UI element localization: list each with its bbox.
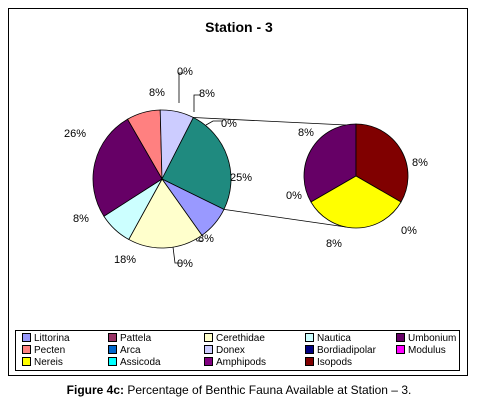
secondary-pie-label: 8% — [326, 238, 342, 250]
main-pie-label: 0% — [177, 258, 193, 270]
legend-label: Nautica — [317, 333, 351, 344]
pie-chart-canvas: 8% 0% 8% 0% 25% 8% 0% 18% 8% 26% 8% 8% 0% 8% 0% — [64, 66, 428, 270]
legend-item-umbonium: Umbonium — [396, 332, 457, 345]
legend-item-pecten: Pecten — [22, 344, 66, 357]
main-pie-leader-line — [172, 246, 182, 264]
legend-label: Pecten — [34, 345, 66, 356]
main-pie-label: 18% — [114, 254, 136, 266]
main-pie-label: 26% — [64, 128, 86, 140]
legend-item-nereis: Nereis — [22, 356, 63, 369]
legend-item-arca: Arca — [108, 344, 141, 357]
legend-item-donex: Donex — [204, 344, 245, 357]
legend-label: Donex — [216, 345, 245, 356]
secondary-pie-label: 8% — [298, 127, 314, 139]
secondary-pie-label: 0% — [286, 190, 302, 202]
legend-label: Arca — [120, 345, 141, 356]
main-pie-slice-umbonium — [92, 118, 163, 217]
legend-label: Umbonium — [408, 333, 457, 344]
main-pie-label: 0% — [221, 118, 237, 130]
legend-item-isopods: Isopods — [305, 356, 353, 369]
legend-item-amphipods: Amphipods — [204, 356, 267, 369]
main-pie-slice-other — [161, 117, 232, 210]
legend-item-assicoda: Assicoda — [108, 356, 161, 369]
legend-item-cerethidae: Cerethidae — [204, 332, 265, 345]
legend-swatch — [396, 344, 405, 354]
legend-swatch — [204, 356, 213, 366]
main-pie-label: 8% — [198, 233, 214, 245]
legend-label: Modulus — [408, 345, 446, 356]
legend-swatch — [204, 332, 213, 342]
legend-swatch — [22, 356, 31, 366]
legend-swatch — [108, 332, 117, 342]
legend-swatch — [305, 344, 314, 354]
legend-swatch — [305, 332, 314, 342]
secondary-pie-slice-littorina — [310, 175, 402, 229]
legend-label: Nereis — [34, 357, 63, 368]
main-pie-label: 8% — [149, 87, 165, 99]
connector-line-top — [193, 117, 347, 126]
secondary-pie-label: 8% — [412, 157, 428, 169]
legend-label: Littorina — [34, 333, 70, 344]
secondary-pie-slice-isopods — [355, 123, 409, 203]
caption-text: Percentage of Benthic Fauna Available at… — [124, 383, 412, 397]
chart-frame: Station - 3 8% 0% 8% 0% 25% 8% 0% 18% 8% 26% 8% 8% 0… — [8, 8, 468, 376]
legend: Littorina Pattela Cerethidae Nautica Umboniu… — [15, 330, 460, 371]
legend-swatch — [305, 356, 314, 366]
legend-swatch — [108, 356, 117, 366]
legend-item-modulus: Modulus — [396, 344, 446, 357]
main-pie-leader-line — [178, 72, 185, 103]
legend-label: Amphipods — [216, 357, 267, 368]
legend-label: Cerethidae — [216, 333, 265, 344]
main-pie-leader-line — [205, 120, 223, 126]
legend-swatch — [204, 344, 213, 354]
legend-item-bordiadipolar: Bordiadipolar — [305, 344, 376, 357]
legend-swatch — [22, 332, 31, 342]
legend-item-littorina: Littorina — [22, 332, 70, 345]
legend-label: Isopods — [317, 357, 353, 368]
legend-item-nautica: Nautica — [305, 332, 351, 345]
main-pie-slice-cerethidae — [128, 178, 203, 249]
figure-caption: Figure 4c: Percentage of Benthic Fauna A… — [0, 383, 478, 397]
legend-label: Pattela — [120, 333, 152, 344]
legend-label: Assicoda — [120, 357, 161, 368]
main-pie-label: 8% — [73, 213, 89, 225]
chart-title: Station - 3 — [205, 19, 273, 35]
legend-swatch — [396, 332, 405, 342]
secondary-pie-label: 0% — [401, 225, 417, 237]
legend-label: Bordiadipolar — [317, 345, 376, 356]
main-pie-label: 8% — [199, 88, 215, 100]
legend-swatch — [22, 344, 31, 354]
main-pie-label: 25% — [230, 172, 252, 184]
connector-line-bottom — [223, 209, 347, 228]
caption-prefix: Figure 4c: — [66, 383, 125, 397]
legend-swatch — [108, 344, 117, 354]
main-pie-label: 0% — [177, 66, 193, 78]
legend-item-pattela: Pattela — [108, 332, 152, 345]
main-pie-leader-line — [193, 94, 201, 112]
